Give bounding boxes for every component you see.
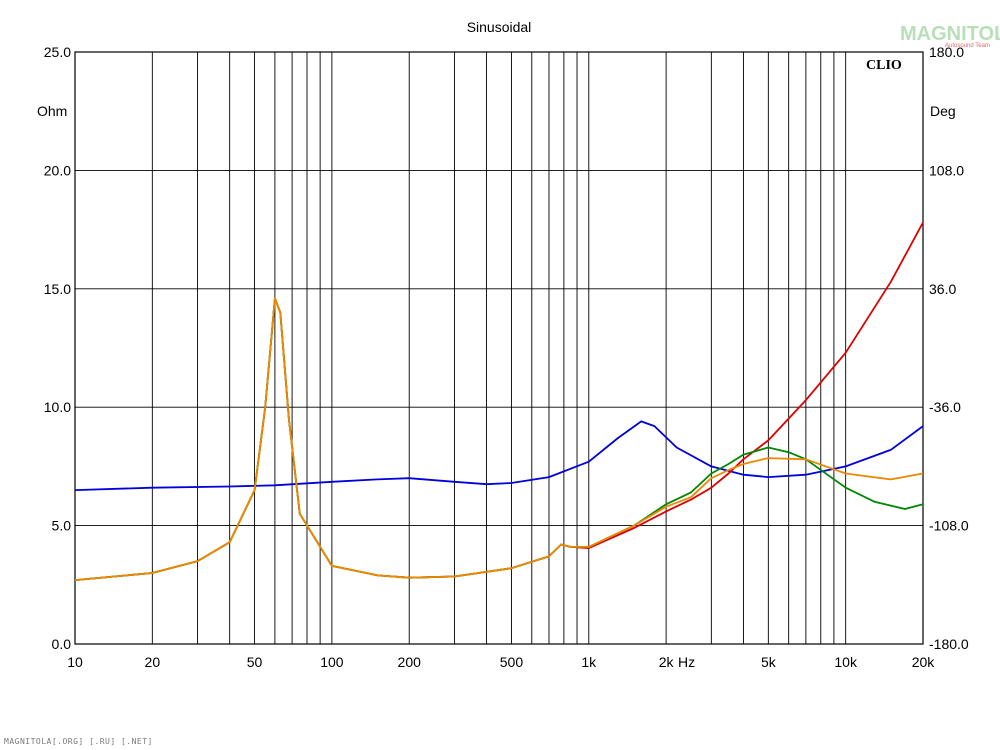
- plot-frame: [74, 51, 924, 645]
- grid: [75, 52, 923, 644]
- x-tick-label: 5k: [761, 654, 777, 670]
- y-left-tick-label: 15.0: [44, 281, 71, 297]
- x-tick-label: 2k: [659, 654, 675, 670]
- y-right-tick-label: -180.0: [929, 636, 969, 652]
- x-tick-label: 1k: [581, 654, 597, 670]
- x-unit-label: Hz: [678, 654, 695, 670]
- y-left-tick-label: 0.0: [52, 636, 72, 652]
- series-line-1: [74, 420, 924, 491]
- footer-credit: MAGNITOLA[.ORG] [.RU] [.NET]: [4, 737, 153, 746]
- y-left-tick-label: 20.0: [44, 162, 71, 178]
- x-tick-label: 20k: [912, 654, 936, 670]
- watermark-logo: MAGNITOLA: [900, 23, 1000, 45]
- series-group: [74, 222, 924, 581]
- y-right-tick-label: 180.0: [929, 44, 964, 60]
- x-tick-label: 20: [145, 654, 161, 670]
- y-right-tick-label: 108.0: [929, 162, 964, 178]
- y-left-unit: Ohm: [37, 103, 67, 119]
- y-left-tick-label: 10.0: [44, 399, 71, 415]
- x-tick-label: 200: [398, 654, 422, 670]
- y-right-tick-label: 36.0: [929, 281, 956, 297]
- clio-brand: CLIO: [866, 58, 902, 73]
- chart-title: Sinusoidal: [467, 19, 532, 35]
- y-left-tick-label: 25.0: [44, 44, 71, 60]
- tick-labels: 10 20 50 100 200 500 1k 2k 5k 10k 20k 0.0 5.0 10.0 15.…: [44, 44, 969, 670]
- x-tick-label: 100: [320, 654, 344, 670]
- y-right-tick-label: -108.0: [929, 518, 969, 534]
- y-left-tick-label: 5.0: [52, 518, 72, 534]
- plot-area: [75, 52, 923, 644]
- y-right-unit: Deg: [930, 103, 956, 119]
- x-tick-label: 500: [500, 654, 524, 670]
- watermark-subtitle: Autosound Team: [945, 43, 990, 49]
- y-right-tick-label: -36.0: [929, 399, 961, 415]
- x-tick-label: 10: [67, 654, 83, 670]
- series-line-4: [74, 297, 924, 581]
- x-tick-label: 10k: [834, 654, 858, 670]
- x-tick-label: 50: [247, 654, 263, 670]
